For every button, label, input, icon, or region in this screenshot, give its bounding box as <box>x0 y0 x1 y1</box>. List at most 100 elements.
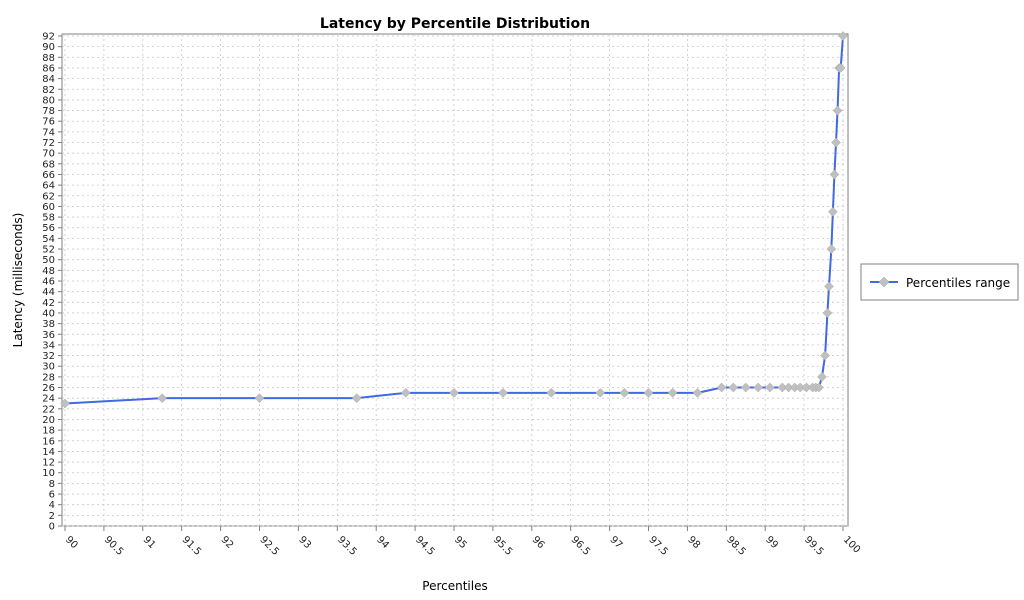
y-tick-label: 42 <box>42 298 55 309</box>
y-tick-label: 8 <box>49 479 55 490</box>
y-tick-label: 38 <box>42 319 55 330</box>
y-tick-label: 88 <box>42 53 55 64</box>
y-tick-label: 92 <box>42 32 55 43</box>
y-tick-label: 48 <box>42 266 55 277</box>
data-point <box>817 372 827 382</box>
y-tick-label: 68 <box>42 159 55 170</box>
data-point <box>716 382 727 393</box>
x-tick-label: 99.5 <box>802 534 826 558</box>
y-tick-label: 12 <box>42 458 55 469</box>
y-tick-label: 14 <box>42 447 55 458</box>
y-tick-label: 24 <box>42 394 55 405</box>
data-point <box>832 105 843 116</box>
series-layer <box>60 31 848 409</box>
y-tick-label: 0 <box>49 522 55 533</box>
y-tick-label: 6 <box>49 490 55 501</box>
data-point <box>838 31 848 41</box>
legend: Percentiles range <box>860 263 1019 301</box>
y-tick-label: 26 <box>42 383 55 394</box>
y-tick-label: 60 <box>42 202 55 213</box>
x-tick-label: 94 <box>374 534 391 551</box>
gridlines <box>62 34 848 527</box>
data-point <box>619 387 630 398</box>
x-axis-label: Percentiles <box>422 579 487 593</box>
data-point <box>753 382 764 393</box>
x-tick-label: 90.5 <box>102 534 126 558</box>
data-point <box>828 206 838 217</box>
y-tick-label: 54 <box>42 234 55 245</box>
y-tick-label: 90 <box>42 42 55 53</box>
x-tick-label: 92 <box>218 534 235 551</box>
y-axis-label: Latency (milliseconds) <box>11 213 25 348</box>
data-point <box>449 387 459 398</box>
y-tick-label: 70 <box>42 149 55 160</box>
y-tick-label: 40 <box>42 308 55 319</box>
y-tick-label: 58 <box>42 213 55 224</box>
x-tick-label: 96 <box>530 534 547 551</box>
x-tick-label: 97 <box>607 534 624 551</box>
x-tick-label: 93 <box>296 534 313 551</box>
x-axis: 90 90.5 91 91.5 92 92.5 93 93.5 94 94.5 95 95.5 96 96… <box>63 526 862 558</box>
y-tick-label: 2 <box>49 511 55 522</box>
y-tick-label: 80 <box>42 95 55 106</box>
data-point <box>351 393 362 404</box>
data-point <box>765 382 775 393</box>
x-tick-label: 93.5 <box>335 534 359 558</box>
data-point <box>400 387 411 398</box>
legend-marker-swatch <box>878 276 890 288</box>
data-point <box>667 387 678 398</box>
data-point <box>831 137 841 148</box>
data-point <box>546 387 557 398</box>
y-tick-label: 10 <box>42 468 55 479</box>
y-tick-label: 56 <box>42 223 55 234</box>
x-tick-label: 90 <box>63 534 80 551</box>
x-tick-label: 95 <box>452 534 469 551</box>
y-tick-label: 64 <box>42 181 55 192</box>
y-tick-label: 84 <box>42 74 55 85</box>
x-tick-label: 100 <box>841 534 862 555</box>
y-tick-label: 4 <box>49 500 55 511</box>
y-tick-label: 86 <box>42 63 55 74</box>
y-tick-label: 36 <box>42 330 55 341</box>
y-tick-label: 46 <box>42 277 55 288</box>
data-point <box>728 382 739 393</box>
x-tick-label: 95.5 <box>491 534 515 558</box>
x-tick-label: 97.5 <box>646 534 670 558</box>
x-tick-label: 96.5 <box>569 534 593 558</box>
data-point <box>824 281 834 292</box>
x-tick-label: 98.5 <box>724 534 748 558</box>
data-point <box>826 244 837 254</box>
x-tick-label: 92.5 <box>257 534 281 558</box>
y-tick-label: 34 <box>42 340 55 351</box>
x-tick-label: 91 <box>141 534 158 551</box>
y-tick-label: 66 <box>42 170 55 181</box>
x-tick-label: 98 <box>685 534 702 551</box>
data-point <box>498 387 508 398</box>
y-tick-label: 72 <box>42 138 55 149</box>
y-tick-label: 82 <box>42 85 55 96</box>
x-tick-label: 94.5 <box>413 534 437 558</box>
chart-title: Latency by Percentile Distribution <box>320 16 590 32</box>
x-tick-label: 91.5 <box>180 534 204 558</box>
y-tick-label: 62 <box>42 191 55 202</box>
y-tick-label: 32 <box>42 351 55 362</box>
y-tick-label: 30 <box>42 362 55 373</box>
y-tick-label: 76 <box>42 117 55 128</box>
data-point <box>829 169 840 180</box>
data-point <box>157 393 168 404</box>
data-point <box>692 387 703 398</box>
y-tick-label: 50 <box>42 255 55 266</box>
data-point <box>254 393 265 404</box>
y-tick-label: 74 <box>42 127 55 138</box>
y-tick-label: 44 <box>42 287 55 298</box>
data-point <box>814 382 824 393</box>
y-tick-label: 20 <box>42 415 55 426</box>
plot-area <box>61 33 849 527</box>
y-tick-label: 78 <box>42 106 55 117</box>
data-point <box>820 350 830 361</box>
data-point <box>643 387 654 398</box>
y-tick-label: 52 <box>42 245 55 256</box>
y-tick-label: 22 <box>42 404 55 415</box>
y-tick-label: 16 <box>42 436 55 447</box>
